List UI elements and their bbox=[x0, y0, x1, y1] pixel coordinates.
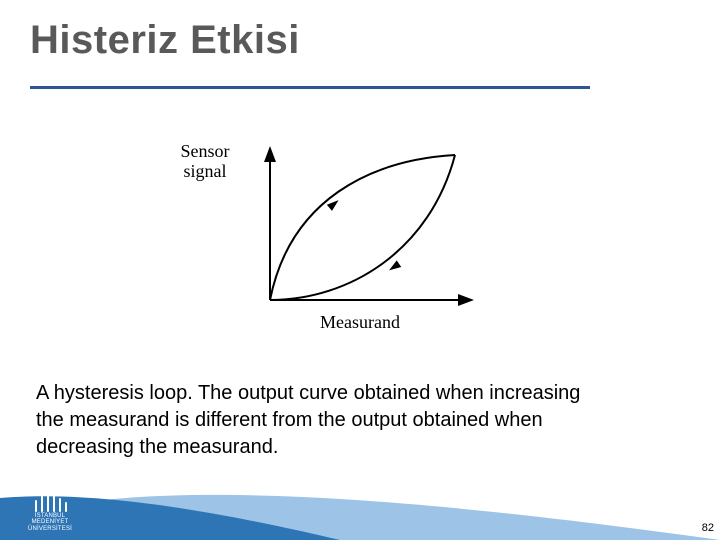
lower-curve-arrow-icon bbox=[387, 260, 401, 273]
slide-title: Histeriz Etkisi bbox=[30, 18, 300, 63]
y-axis-label-line1: Sensor bbox=[181, 141, 230, 161]
page-number: 82 bbox=[702, 522, 714, 534]
caption-text: A hysteresis loop. The output curve obta… bbox=[36, 380, 596, 461]
hysteresis-diagram: Sensor signal Me bbox=[170, 130, 520, 340]
y-axis-label: Sensor signal bbox=[170, 142, 240, 182]
footer-logo-text-1: İSTANBUL MEDENİYET bbox=[18, 513, 82, 526]
x-axis-label: Measurand bbox=[320, 312, 400, 333]
footer-logo-text-2: ÜNİVERSİTESİ bbox=[18, 526, 82, 532]
y-axis-label-line2: signal bbox=[184, 161, 227, 181]
title-underline bbox=[30, 86, 590, 89]
footer-swoosh bbox=[0, 480, 720, 540]
upper-curve bbox=[270, 155, 455, 300]
slide: Histeriz Etkisi Sensor signal bbox=[0, 0, 720, 540]
footer-logo: İSTANBUL MEDENİYET ÜNİVERSİTESİ bbox=[18, 489, 82, 532]
university-logo-icon bbox=[32, 489, 68, 513]
